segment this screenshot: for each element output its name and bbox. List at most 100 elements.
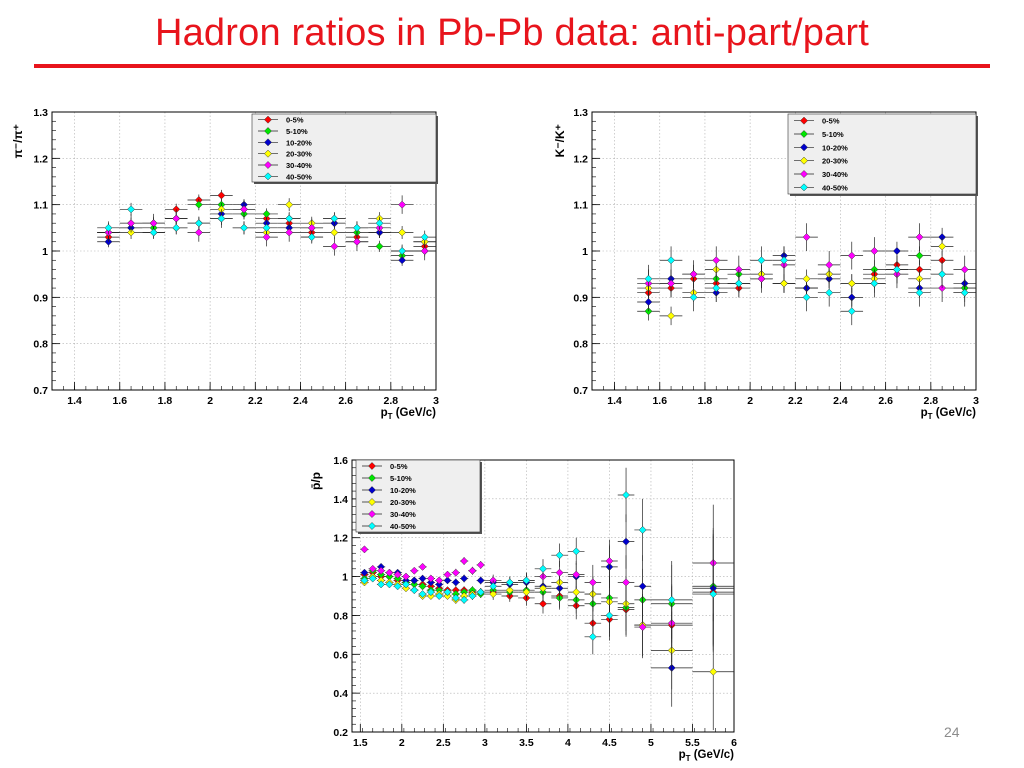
data-point — [476, 560, 485, 569]
data-point — [551, 543, 568, 567]
data-marker — [847, 279, 856, 288]
data-point — [840, 274, 864, 293]
x-tick-label: 2 — [399, 737, 405, 749]
data-point — [277, 198, 301, 212]
legend-label: 40-50% — [822, 183, 848, 192]
legend-entry: 20-30% — [794, 157, 848, 166]
data-marker — [709, 667, 718, 676]
data-marker — [870, 247, 879, 255]
data-point — [435, 576, 444, 585]
data-marker — [667, 279, 676, 288]
legend-label: 5-10% — [390, 474, 412, 483]
data-point — [908, 278, 931, 307]
data-marker — [368, 574, 377, 583]
data-marker — [420, 233, 429, 242]
legend-marker — [368, 486, 376, 494]
kaon-x-axis-label: pT (GeV/c) — [921, 407, 977, 421]
legend-marker — [368, 498, 376, 506]
x-tick-label: 2 — [207, 395, 213, 407]
data-marker — [410, 586, 419, 595]
data-marker — [572, 570, 581, 579]
y-tick-label: 1 — [582, 246, 588, 258]
kaon-chart: 1.4 1.6 1.8 2 2.2 2.4 2.6 2.8 3 0.7 0.8 0.9 1 1.1 1.2 1… — [552, 102, 980, 421]
x-tick-label: 2.8 — [384, 395, 399, 407]
x-tick-label: 5 — [648, 737, 654, 749]
data-point — [817, 278, 841, 307]
legend-entry: 5-10% — [794, 130, 844, 139]
data-marker — [825, 288, 834, 297]
data-marker — [451, 568, 460, 577]
data-point — [459, 595, 469, 604]
y-tick-label: 0.4 — [333, 688, 348, 700]
data-point — [368, 564, 377, 573]
legend-marker — [800, 156, 808, 165]
data-point — [567, 561, 585, 589]
data-marker — [104, 223, 113, 232]
data-point — [750, 246, 773, 275]
data-marker — [420, 247, 429, 255]
data-marker — [667, 595, 676, 604]
data-marker — [892, 265, 901, 274]
data-marker — [460, 557, 469, 565]
data-marker — [638, 582, 647, 591]
data-point — [863, 237, 886, 265]
y-tick-label: 1.4 — [333, 494, 348, 506]
legend-marker — [800, 116, 808, 125]
y-tick-label: 1 — [342, 572, 348, 584]
data-marker — [476, 576, 485, 585]
legend-entry: 20-30% — [258, 150, 312, 159]
data-marker — [847, 307, 856, 316]
data-marker — [605, 557, 614, 565]
data-marker — [960, 265, 969, 274]
data-marker — [689, 270, 698, 279]
data-point — [393, 582, 402, 591]
data-point — [459, 574, 469, 583]
data-point — [772, 246, 796, 275]
data-point — [426, 588, 436, 597]
data-marker — [418, 574, 427, 583]
x-tick-label: 3 — [433, 395, 439, 407]
legend-entry: 0-5% — [794, 117, 840, 126]
data-marker — [468, 566, 477, 575]
data-marker — [149, 228, 158, 237]
legend-entry: 20-30% — [362, 498, 416, 507]
data-marker — [410, 576, 419, 585]
y-tick-label: 1.1 — [573, 200, 588, 212]
data-point — [930, 260, 954, 289]
data-marker — [262, 223, 271, 232]
data-marker — [489, 582, 498, 591]
x-tick-label: 2.6 — [338, 395, 353, 407]
legend-entry: 10-20% — [258, 138, 312, 147]
data-marker — [418, 590, 427, 599]
data-point — [584, 564, 602, 600]
x-tick-label: 1.5 — [353, 737, 368, 749]
x-tick-label: 2.6 — [878, 395, 893, 407]
data-point — [300, 230, 324, 244]
legend-marker — [264, 138, 272, 147]
data-point — [277, 223, 301, 242]
proton-axes: 1.5 2 2.5 3 3.5 4 4.5 5 5.5 6 0.2 0.4 0.6 0.8 1 1.2 1.4 1… — [333, 455, 737, 749]
legend-marker — [264, 149, 272, 158]
data-marker — [522, 588, 531, 597]
data-point — [468, 592, 477, 600]
y-tick-label: 1.2 — [33, 153, 48, 165]
data-marker — [418, 562, 427, 571]
legend-label: 5-10% — [286, 127, 308, 136]
data-marker — [398, 247, 407, 255]
legend-box — [787, 113, 977, 195]
y-tick-label: 1.6 — [333, 455, 348, 467]
data-marker — [398, 228, 407, 237]
data-marker — [572, 547, 581, 556]
data-marker — [757, 274, 766, 283]
proton-legend: 0-5% 5-10% 10-20% 20-30% 30-40% 40-50% — [355, 459, 482, 534]
data-marker — [847, 251, 856, 260]
legend-marker — [368, 522, 376, 530]
data-marker — [476, 588, 485, 597]
x-tick-label: 4.5 — [602, 737, 617, 749]
data-point — [659, 246, 683, 275]
y-tick-label: 1.3 — [33, 107, 48, 119]
data-marker — [622, 537, 630, 546]
data-marker — [402, 572, 410, 581]
x-tick-label: 2.8 — [924, 395, 939, 407]
y-tick-label: 1.2 — [573, 153, 588, 165]
